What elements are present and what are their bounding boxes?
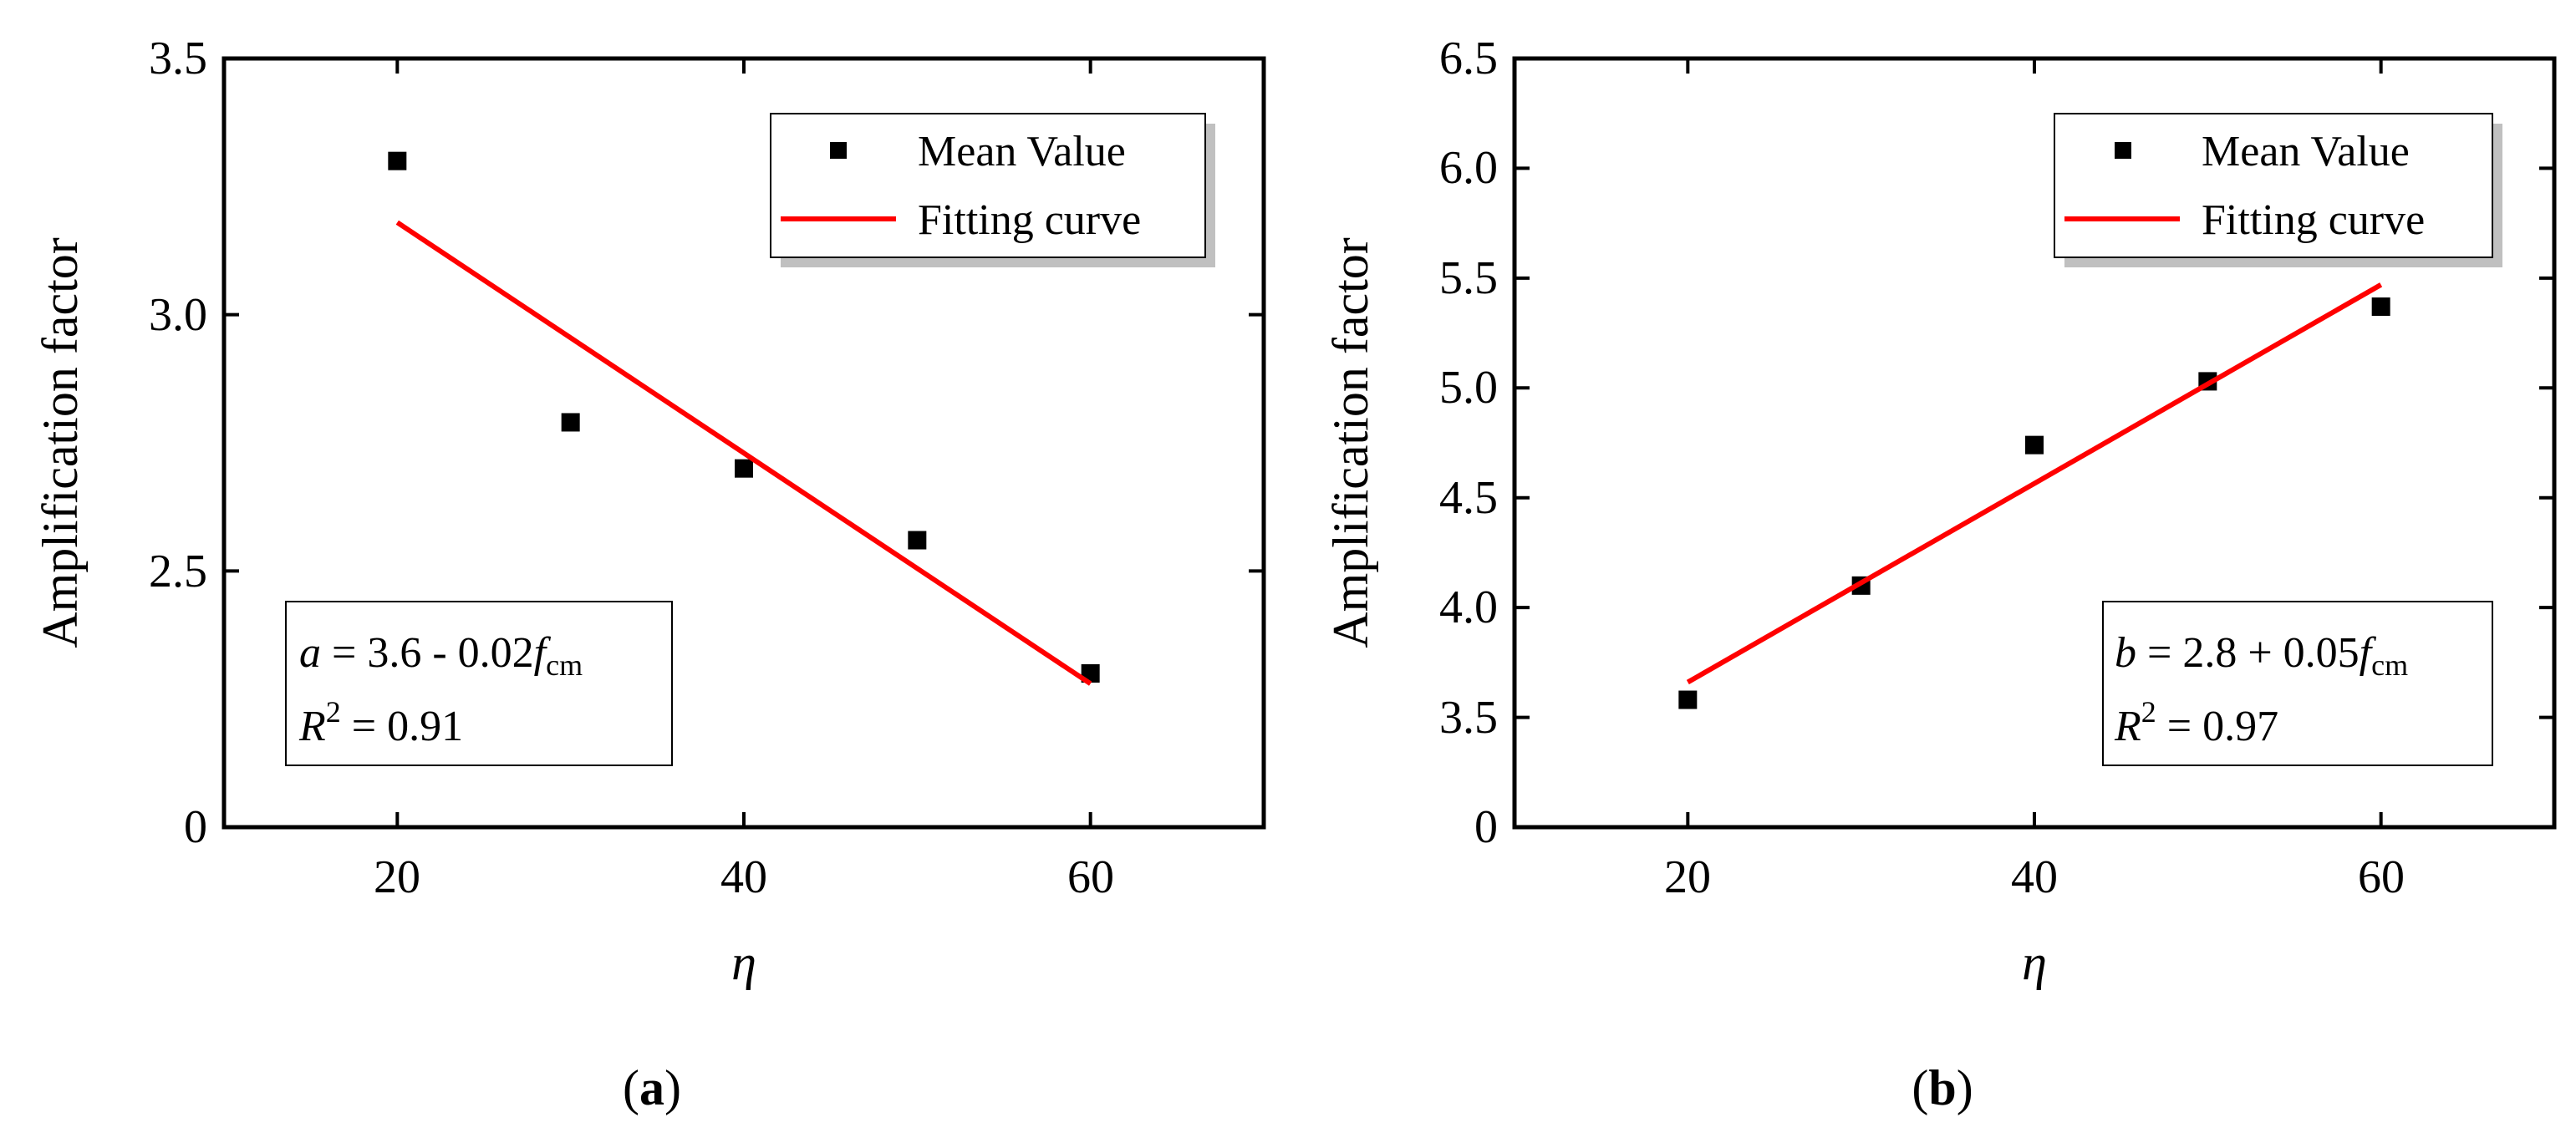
- panel-b-legend-label: Fitting curve: [2202, 196, 2425, 244]
- panel-b-y-tick-label: 3.5: [1439, 692, 1498, 744]
- panel-a-y-tick-label: 0: [184, 801, 207, 853]
- panel-b-fit-line: [1686, 282, 2383, 685]
- panel-b: 6.5 6.0 5.5 5.0 4.5 4.0 3.5 0 20 40 60 A…: [1323, 33, 2557, 1115]
- fit-line: [395, 220, 1092, 686]
- panel-b-legend: Mean Value Fitting curve: [2054, 113, 2502, 267]
- panel-a-legend-marker-square: [830, 142, 847, 159]
- panel-b-x-tick-label: 40: [2011, 851, 2058, 903]
- panel-b-x-tick-label: 60: [2358, 851, 2405, 903]
- panel-a-sub-label: (a): [623, 1060, 681, 1115]
- panel-b-legend-box: [2054, 113, 2493, 258]
- panel-b-y-tick-label: 6.5: [1439, 33, 1498, 84]
- panel-b-equation: b = 2.8 + 0.05fcm: [2115, 629, 2408, 682]
- panel-a-x-tick-label: 20: [374, 851, 420, 903]
- panel-a-y-tick-label: 3.5: [149, 33, 207, 84]
- panel-b-y-axis-title: Amplification factor: [1323, 237, 1378, 648]
- panel-b-x-tick-label: 20: [1664, 851, 1711, 903]
- data-point: [1678, 690, 1698, 709]
- panel-b-legend-label: Mean Value: [2202, 128, 2410, 175]
- panel-a-y-tick-label: 3.0: [149, 289, 207, 341]
- panel-a-fit-line: [395, 220, 1092, 686]
- panel-a-equation-box: a = 3.6 - 0.02fcm R2 = 0.91: [285, 601, 673, 766]
- panel-b-ticks: [1515, 57, 2554, 829]
- data-point: [908, 531, 927, 550]
- panel-a-legend-label: Mean Value: [918, 128, 1126, 175]
- panel-a-legend: Mean Value Fitting curve: [770, 113, 1215, 267]
- fit-line: [1686, 282, 2383, 685]
- panel-a-x-axis-title: η: [731, 935, 756, 990]
- panel-b-r-squared: R2 = 0.97: [2114, 695, 2278, 750]
- panel-a-equation: a = 3.6 - 0.02fcm: [299, 629, 583, 682]
- panel-b-x-axis-title: η: [2022, 935, 2047, 990]
- panel-a-x-tick-label: 60: [1067, 851, 1114, 903]
- panel-a-x-tick-label: 40: [720, 851, 767, 903]
- panel-a-legend-box: [770, 113, 1206, 258]
- panel-b-y-tick-label: 0: [1474, 801, 1498, 853]
- data-point: [388, 151, 407, 170]
- panel-a-y-tick-label: 2.5: [149, 546, 207, 597]
- panel-a: 3.5 3.0 2.5 0 20 40 60 Amplification fac…: [33, 33, 1266, 1115]
- data-point: [2371, 297, 2390, 317]
- panel-b-equation-box: b = 2.8 + 0.05fcm R2 = 0.97: [2102, 601, 2493, 766]
- panel-b-y-tick-label: 5.5: [1439, 252, 1498, 304]
- panel-b-equation-frame: [2102, 601, 2493, 766]
- panel-a-equation-frame: [285, 601, 673, 766]
- panel-a-legend-label: Fitting curve: [918, 196, 1141, 244]
- panel-b-legend-marker-square: [2115, 142, 2131, 159]
- panel-b-sub-label: (b): [1912, 1060, 1973, 1115]
- data-point: [561, 413, 580, 432]
- panel-a-ticks: [224, 57, 1264, 829]
- data-point: [2025, 435, 2044, 455]
- panel-b-y-tick-label: 4.5: [1439, 472, 1498, 524]
- panel-a-points: [388, 151, 1100, 683]
- panel-b-y-tick-label: 6.0: [1439, 142, 1498, 194]
- panel-a-y-axis-title: Amplification factor: [33, 237, 88, 648]
- panel-a-r-squared: R2 = 0.91: [298, 695, 463, 750]
- panel-b-y-tick-label: 5.0: [1439, 362, 1498, 414]
- panel-b-y-tick-label: 4.0: [1439, 582, 1498, 633]
- data-point: [735, 459, 753, 478]
